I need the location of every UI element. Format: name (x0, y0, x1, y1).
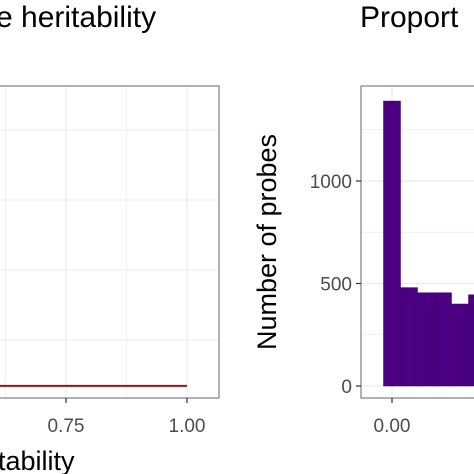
histogram-bar (400, 287, 418, 387)
histogram-bar (383, 100, 401, 387)
left-panel: 0.75 1.00 (0, 85, 220, 437)
left-x-ticks: 0.75 1.00 (48, 398, 206, 437)
histogram-bar (434, 292, 452, 387)
histogram-bar (468, 294, 474, 387)
left-panel-background (0, 86, 219, 398)
left-x-axis-title: tability (0, 446, 75, 474)
right-x-ticks: 0.00 (374, 398, 411, 437)
right-x-tick-label: 0.00 (374, 416, 411, 437)
right-y-axis-title: Number of probes (252, 134, 282, 350)
left-x-tick-label: 1.00 (169, 416, 206, 437)
right-y-ticks: 0 500 1000 (310, 172, 361, 398)
left-x-tick-label: 0.75 (48, 416, 85, 437)
right-panel: 0 500 1000 0.00 (310, 85, 474, 437)
histogram-bar (417, 292, 435, 387)
histogram-bar (451, 303, 469, 387)
right-y-tick-label: 500 (320, 275, 352, 296)
right-panel-border (360, 85, 474, 399)
right-bars (383, 100, 474, 387)
left-panel-border (0, 85, 220, 399)
right-y-tick-label: 0 (341, 377, 352, 398)
right-chart-title: Proport (360, 1, 459, 34)
left-gridlines (0, 86, 219, 398)
left-chart-title: e heritability (0, 1, 156, 34)
right-y-tick-label: 1000 (310, 172, 352, 193)
